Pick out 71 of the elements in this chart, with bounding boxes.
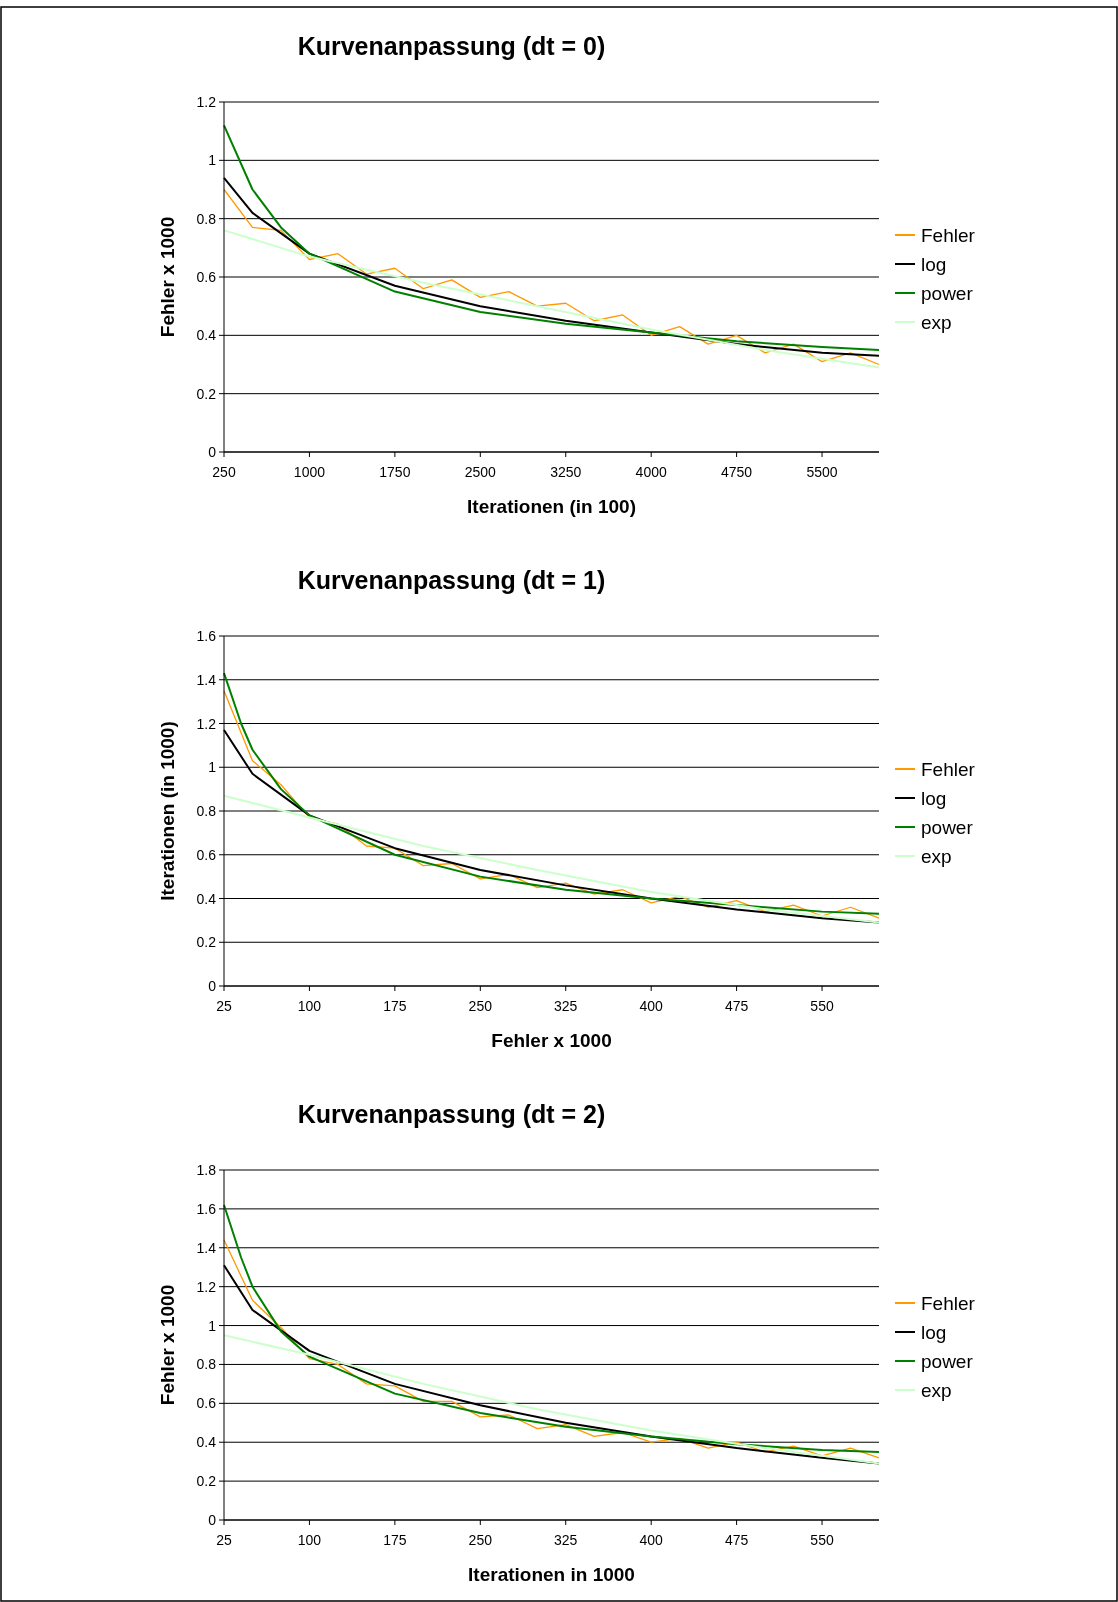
x-tick-label: 100 [297, 998, 322, 1014]
y-tick-label: 0 [208, 1512, 217, 1528]
x-tick-label: 25 [216, 998, 232, 1014]
x-tick-label: 250 [468, 998, 493, 1014]
x-tick-label: 325 [554, 1532, 578, 1548]
legend-label: log [921, 1322, 947, 1343]
y-tick-label: 0.8 [196, 210, 217, 227]
y-tick-label: 0.6 [196, 269, 217, 285]
x-tick-label: 475 [724, 1532, 749, 1548]
legend-label: power [921, 283, 974, 304]
chart-title: Kurvenanpassung (dt = 2) [297, 1100, 606, 1128]
x-tick-label: 325 [554, 998, 578, 1014]
x-tick-label: 25 [216, 1532, 232, 1548]
y-tick-label: 0.2 [196, 1473, 217, 1490]
y-tick-label: 0.4 [196, 890, 217, 907]
y-tick-label: 0 [208, 978, 217, 994]
legend-label: power [921, 1351, 974, 1372]
y-tick-label: 1.2 [196, 1278, 217, 1295]
x-tick-label: 4750 [721, 464, 753, 480]
y-tick-label: 0.2 [196, 385, 217, 402]
y-tick-label: 0.8 [196, 803, 217, 819]
y-tick-label: 1.2 [196, 715, 217, 732]
y-tick-label: 0.6 [196, 1395, 217, 1412]
x-axis-title: Fehler x 1000 [491, 1030, 612, 1051]
x-axis-title: Iterationen in 1000 [468, 1564, 635, 1585]
legend-label: Fehler [921, 1293, 976, 1314]
x-tick-label: 400 [639, 998, 664, 1014]
chart-title: Kurvenanpassung (dt = 0) [297, 32, 606, 60]
x-tick-label: 400 [639, 1532, 664, 1548]
legend-label: power [921, 817, 974, 838]
x-tick-label: 250 [468, 1532, 493, 1548]
x-tick-label: 175 [383, 1532, 407, 1548]
y-tick-label: 0.8 [196, 1356, 217, 1373]
x-tick-label: 250 [212, 464, 236, 480]
y-tick-label: 1.4 [196, 671, 217, 688]
x-tick-label: 100 [297, 1532, 322, 1548]
y-tick-label: 0 [208, 444, 217, 460]
x-tick-label: 475 [724, 998, 749, 1014]
x-axis-title: Iterationen (in 100) [467, 496, 636, 517]
y-tick-label: 1.2 [196, 94, 217, 110]
y-axis-title: Fehler x 1000 [157, 1284, 178, 1406]
legend-label: exp [921, 312, 952, 333]
y-tick-label: 0.4 [196, 1434, 217, 1451]
y-axis-title: Iterationen (in 1000) [157, 721, 178, 901]
x-tick-label: 175 [383, 998, 407, 1014]
x-tick-label: 550 [810, 998, 834, 1014]
x-tick-label: 4000 [635, 464, 667, 480]
x-tick-label: 1750 [379, 464, 411, 480]
x-tick-label: 2500 [464, 464, 497, 480]
y-tick-label: 0.2 [196, 934, 217, 951]
y-tick-label: 1 [208, 152, 217, 169]
y-tick-label: 0.4 [196, 327, 217, 344]
x-tick-label: 5500 [806, 464, 838, 480]
y-tick-label: 1.8 [196, 1162, 217, 1178]
legend-label: log [921, 254, 947, 275]
x-tick-label: 3250 [550, 464, 582, 480]
y-tick-label: 1 [208, 759, 217, 776]
y-tick-label: 1.6 [196, 1200, 217, 1217]
legend-label: Fehler [921, 759, 976, 780]
x-tick-label: 550 [810, 1532, 834, 1548]
chart-title: Kurvenanpassung (dt = 1) [297, 566, 606, 594]
y-tick-label: 0.6 [196, 846, 217, 863]
legend-label: log [921, 788, 947, 809]
legend-label: exp [921, 846, 952, 867]
y-tick-label: 1.4 [196, 1239, 217, 1256]
y-tick-label: 1.6 [196, 628, 217, 644]
y-axis-title: Fehler x 1000 [157, 216, 178, 338]
y-tick-label: 1 [208, 1317, 217, 1334]
legend-label: Fehler [921, 225, 976, 246]
legend-label: exp [921, 1380, 952, 1401]
x-tick-label: 1000 [293, 464, 326, 480]
